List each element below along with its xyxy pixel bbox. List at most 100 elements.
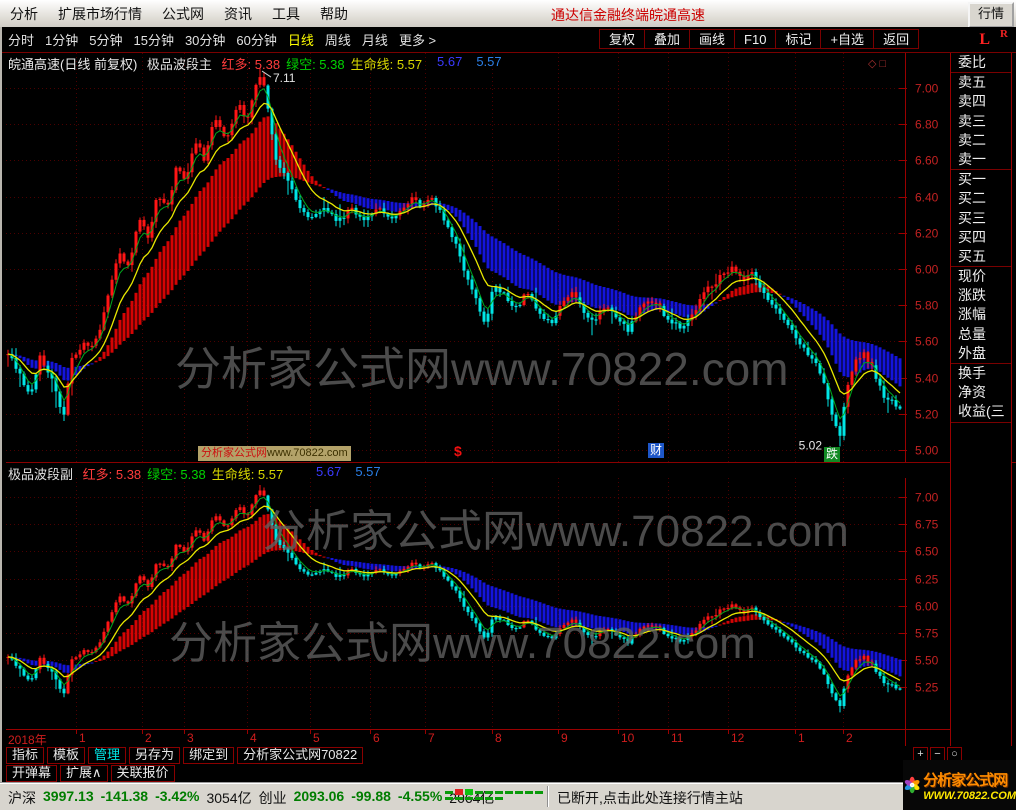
period-tabs: 分时 1分钟 5分钟 15分钟 30分钟 60分钟 日线 周线 月线 更多 >: [8, 30, 447, 49]
watermark-site: 分析家公式网: [201, 447, 267, 459]
sidebar-item[interactable]: 委比: [958, 54, 986, 70]
ext-tab-3[interactable]: 关联报价: [110, 764, 175, 782]
market-led: [475, 791, 483, 794]
toolbar-button-7[interactable]: 返回: [873, 29, 920, 49]
menu-item-5[interactable]: 工具: [272, 5, 300, 22]
sidebar-item[interactable]: 外盘: [958, 344, 986, 361]
price-value-1: 5.67: [316, 464, 342, 479]
sidebar-item[interactable]: 卖二: [958, 131, 986, 148]
candlestick-chart-sub: 7.00 6.75 6.50 6.25 6.00 5.75 5.50 5.25 分析家公式网ww…: [6, 478, 939, 729]
axis-month-label: 2: [145, 731, 152, 745]
sidebar-item[interactable]: 收益(三: [958, 403, 1005, 420]
period-tab-7[interactable]: 日线: [287, 33, 314, 48]
sidebar-item[interactable]: 换手: [958, 365, 986, 381]
tab-3[interactable]: 管理: [88, 746, 127, 764]
tab-5[interactable]: 绑定到: [183, 746, 235, 764]
menu-item-6[interactable]: 帮助: [320, 5, 348, 22]
ext-tab-1[interactable]: 开弹幕: [6, 764, 58, 782]
tab-4[interactable]: 另存为: [129, 746, 181, 764]
market-led: [495, 797, 503, 800]
svg-text:6.00: 6.00: [915, 263, 939, 277]
svg-text:5.25: 5.25: [915, 681, 939, 695]
market-led: [455, 789, 463, 795]
indicator-readouts-main: 红多: 5.38 绿空: 5.38 生命线: 5.57: [222, 57, 429, 72]
period-tab-2[interactable]: 1分钟: [45, 33, 79, 48]
sidebar-item[interactable]: 买二: [958, 190, 986, 207]
market-led: [445, 791, 453, 794]
toolbar-button-2[interactable]: 叠加: [644, 29, 691, 49]
period-tab-3[interactable]: 5分钟: [89, 33, 123, 48]
cy-label[interactable]: 创业: [258, 790, 287, 806]
period-tab-6[interactable]: 60分钟: [236, 33, 277, 48]
market-led: [465, 797, 473, 800]
sidebar-item[interactable]: 卖四: [958, 93, 986, 110]
sidebar-item[interactable]: 卖一: [958, 150, 986, 167]
readout-2: 绿空: 5.38: [286, 57, 345, 72]
toolbar-button-3[interactable]: 画线: [689, 29, 736, 49]
indicator-readouts-sub: 红多: 5.38 绿空: 5.38 生命线: 5.57: [83, 467, 290, 482]
period-tab-10[interactable]: 更多 >: [398, 33, 437, 48]
sidebar-item[interactable]: 卖三: [958, 112, 986, 129]
sidebar-item[interactable]: 总量: [958, 325, 986, 342]
die-marker: 跌: [824, 447, 841, 462]
toolbar-button-1[interactable]: 复权: [599, 29, 646, 49]
logo-flower-icon: [904, 776, 920, 794]
tab-1[interactable]: 指标: [6, 746, 45, 764]
logo-text: 分析家公式网 WWW.70822.COM: [923, 769, 1016, 802]
main-chart-panel[interactable]: 7.00 6.80 6.60 6.40 6.20 6.00 5.80 5.60 5.40 5.20…: [6, 53, 950, 462]
market-led: [525, 791, 533, 794]
svg-text:7.00: 7.00: [915, 491, 939, 505]
market-led: [445, 797, 453, 800]
axis-tick: [370, 730, 371, 734]
svg-text:5.50: 5.50: [915, 654, 939, 668]
sidebar-item[interactable]: 净资: [958, 384, 986, 401]
sidebar-item[interactable]: 买四: [958, 228, 986, 245]
sh-index: 3997.13: [43, 788, 94, 804]
sidebar-group-5: 换手净资收益(三: [951, 364, 1011, 423]
sidebar-item[interactable]: 现价: [958, 268, 986, 285]
period-tab-9[interactable]: 月线: [361, 33, 388, 48]
sidebar-group-4: 现价涨跌涨幅总量外盘: [951, 267, 1011, 364]
quote-button[interactable]: 行情: [968, 2, 1014, 28]
toolbar-button-4[interactable]: F10: [734, 29, 777, 49]
connection-status[interactable]: 已断开,点击此处连接行情主站: [557, 790, 743, 806]
axis-month-label: 5: [313, 731, 320, 745]
sidebar-item[interactable]: 买五: [958, 247, 986, 264]
period-tab-4[interactable]: 15分钟: [133, 33, 174, 48]
svg-text:6.75: 6.75: [915, 518, 939, 532]
axis-tick: [558, 730, 559, 734]
sh-label[interactable]: 沪深: [8, 790, 36, 806]
axis-tick: [247, 730, 248, 734]
sidebar-item[interactable]: 卖五: [958, 74, 986, 91]
toolbar-button-5[interactable]: 标记: [775, 29, 822, 49]
period-tab-1[interactable]: 分时: [8, 33, 35, 48]
menu-item-4[interactable]: 资讯: [224, 5, 252, 22]
menu-item-2[interactable]: 扩展市场行情: [58, 5, 142, 22]
toolbar-buttons: 复权 叠加 画线 F10 标记 +自选 返回: [599, 29, 920, 49]
time-axis[interactable]: 2018年 1 2 3 4 5 6 7 8 9 10 11 12 1 2: [6, 729, 950, 747]
menu-item-1[interactable]: 分析: [10, 5, 38, 22]
svg-text:5.75: 5.75: [915, 627, 939, 641]
panel-corner-icons[interactable]: ◇ □: [868, 58, 887, 70]
toolbar-button-6[interactable]: +自选: [820, 29, 875, 49]
tab-6[interactable]: 分析家公式网70822: [237, 746, 364, 764]
sidebar-item[interactable]: 涨幅: [958, 306, 986, 323]
market-led: [465, 789, 473, 795]
axis-month-label: 6: [373, 731, 380, 745]
sub-panel-header-row: 极品波段副 红多: 5.38 绿空: 5.38 生命线: 5.57 5.67 5.57: [6, 462, 1016, 482]
watermark-url: www.70822.com: [267, 447, 348, 459]
axis-tick: [728, 730, 729, 734]
sidebar-item[interactable]: 涨跌: [958, 287, 986, 304]
logo-site-name: 分析家公式网: [923, 771, 1008, 789]
sidebar-item[interactable]: 买一: [958, 171, 986, 188]
quote-sidebar[interactable]: 委比卖五卖四卖三卖二卖一买一买二买三买四买五现价涨跌涨幅总量外盘换手净资收益(三: [950, 53, 1012, 747]
svg-text:分析家公式网www.70822.com: 分析家公式网www.70822.com: [262, 507, 849, 556]
ext-tab-2[interactable]: 扩展∧: [60, 764, 108, 782]
tab-2[interactable]: 模板: [47, 746, 86, 764]
menu-item-3[interactable]: 公式网: [162, 5, 204, 22]
period-tab-8[interactable]: 周线: [324, 33, 351, 48]
sub-chart-panel[interactable]: 7.00 6.75 6.50 6.25 6.00 5.75 5.50 5.25 分析家公式网ww…: [6, 478, 950, 729]
period-tab-5[interactable]: 30分钟: [184, 33, 226, 48]
sidebar-item[interactable]: 买三: [958, 209, 986, 226]
indicator-name-sub: 极品波段副: [8, 467, 74, 482]
